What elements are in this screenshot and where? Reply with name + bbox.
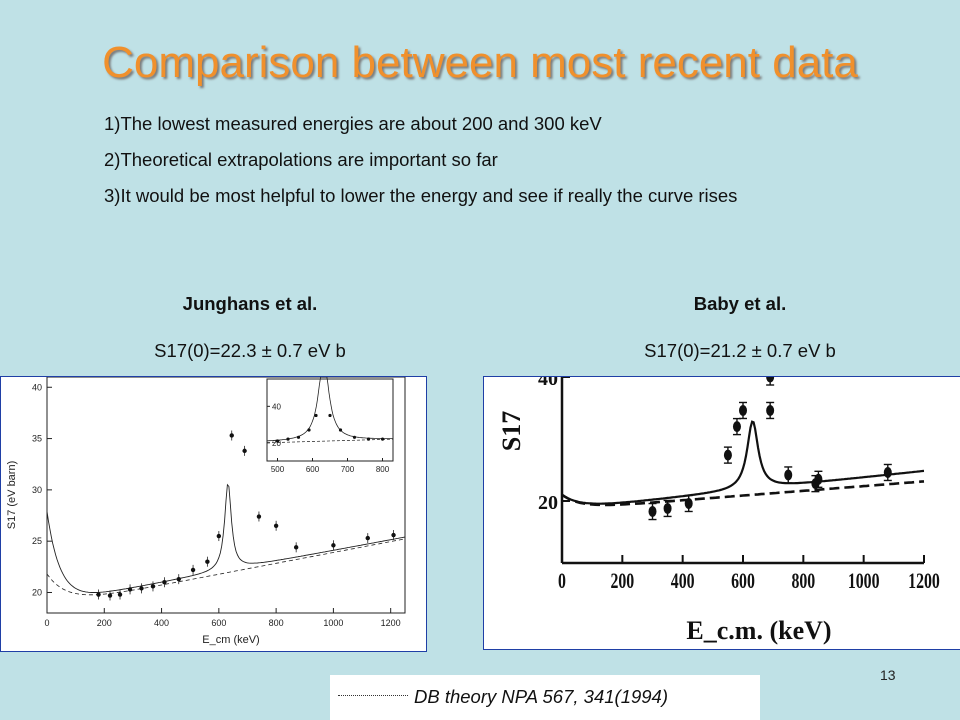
x-tick-label: 1000 bbox=[323, 618, 343, 628]
baby-chart: 0 200 400 600 800 1000 1200 20 40 E_c.m. (keV) S1… bbox=[497, 377, 940, 645]
data-point bbox=[723, 449, 732, 461]
inset-data-point bbox=[380, 437, 385, 441]
x-axis-label: E_cm (keV) bbox=[202, 634, 259, 646]
x-tick-label: 400 bbox=[671, 570, 695, 594]
data-point bbox=[273, 523, 279, 528]
data-point bbox=[766, 377, 775, 383]
x-tick-label: 1000 bbox=[848, 570, 880, 594]
inset-data-point bbox=[366, 437, 371, 441]
x-tick-label: 1200 bbox=[381, 618, 401, 628]
data-point bbox=[663, 502, 672, 514]
nonresonant-dashed-curve bbox=[46, 538, 406, 596]
data-point bbox=[648, 506, 657, 518]
data-point bbox=[256, 514, 262, 519]
data-point bbox=[365, 535, 370, 541]
data-point bbox=[107, 593, 113, 598]
y-axis-label: S17 bbox=[497, 411, 526, 451]
data-point bbox=[391, 532, 396, 538]
left-author-caption: Junghans et al. bbox=[182, 293, 318, 314]
right-author-caption: Baby et al. bbox=[693, 293, 787, 314]
data-point bbox=[139, 586, 144, 591]
bullet-list: 1)The lowest measured energies are about… bbox=[104, 112, 894, 220]
data-point bbox=[229, 433, 234, 438]
x-tick-label: 200 bbox=[610, 570, 634, 594]
legend-dash-line bbox=[338, 695, 408, 696]
y-tick-label: 30 bbox=[32, 485, 42, 495]
data-point bbox=[739, 404, 747, 416]
x-tick-label: 800 bbox=[791, 570, 815, 594]
x-tick-label: 600 bbox=[211, 618, 226, 628]
data-point bbox=[331, 543, 336, 548]
baby-figure: 0 200 400 600 800 1000 1200 20 40 E_c.m. (keV) S1… bbox=[483, 376, 960, 650]
data-point bbox=[205, 559, 210, 564]
y-axis-label: S17 (eV barn) bbox=[6, 461, 18, 529]
inset-data-point bbox=[328, 413, 332, 418]
inset-x-tick-label: 500 bbox=[271, 465, 285, 474]
right-result-caption: S17(0)=21.2 ± 0.7 eV b bbox=[644, 340, 836, 361]
y-tick-label: 40 bbox=[32, 382, 42, 392]
x-tick-label: 400 bbox=[154, 618, 169, 628]
inset-x-tick-label: 700 bbox=[341, 465, 355, 474]
x-tick-label: 0 bbox=[558, 570, 566, 594]
inset-data-point bbox=[314, 413, 318, 418]
left-result-caption: S17(0)=22.3 ± 0.7 eV b bbox=[154, 340, 346, 361]
data-point bbox=[162, 580, 167, 585]
data-point bbox=[242, 448, 247, 454]
bullet-item: 1)The lowest measured energies are about… bbox=[104, 113, 602, 134]
inset-data-point bbox=[275, 439, 280, 443]
data-point bbox=[96, 592, 101, 597]
nonresonant-dashed-curve bbox=[561, 480, 925, 507]
y-tick-label: 25 bbox=[32, 536, 42, 546]
x-tick-label: 0 bbox=[44, 618, 49, 628]
data-point bbox=[814, 473, 823, 485]
inset-data-point bbox=[286, 437, 290, 441]
data-point bbox=[732, 421, 741, 433]
inset-frame bbox=[266, 378, 394, 462]
data-point bbox=[293, 545, 299, 550]
y-tick-label: 20 bbox=[538, 492, 558, 514]
inset-x-tick-label: 600 bbox=[306, 465, 320, 474]
fit-curve bbox=[561, 420, 925, 505]
fit-curve bbox=[46, 483, 406, 593]
x-tick-label: 600 bbox=[731, 570, 755, 594]
inset-data-point bbox=[307, 428, 311, 432]
data-point bbox=[190, 567, 196, 573]
slide-title: Comparison between most recent data bbox=[102, 38, 858, 87]
data-point bbox=[117, 592, 123, 597]
y-tick-label: 40 bbox=[538, 377, 558, 390]
inset-data-point bbox=[296, 435, 301, 439]
y-tick-label: 35 bbox=[32, 434, 42, 444]
data-point bbox=[883, 466, 892, 478]
inset-x-tick-label: 800 bbox=[376, 465, 390, 474]
data-point bbox=[216, 533, 222, 539]
data-point bbox=[784, 469, 793, 481]
y-tick-label: 20 bbox=[32, 587, 42, 597]
data-point bbox=[766, 404, 775, 416]
inset-data-point bbox=[338, 428, 343, 432]
bullet-item: 2)Theoretical extrapolations are importa… bbox=[104, 149, 498, 170]
x-tick-label: 800 bbox=[269, 618, 284, 628]
bullet-item: 3)It would be most helpful to lower the … bbox=[104, 185, 738, 206]
data-point bbox=[684, 497, 693, 509]
inset-y-tick-label: 20 bbox=[272, 439, 281, 448]
data-point bbox=[127, 587, 133, 592]
reference-text: DB theory NPA 567, 341(1994) bbox=[414, 686, 669, 707]
inset-data-point bbox=[352, 435, 357, 439]
x-axis-label: E_c.m. (keV) bbox=[686, 616, 831, 645]
x-tick-label: 1200 bbox=[908, 570, 940, 594]
reference-box: DB theory NPA 567, 341(1994) bbox=[330, 675, 760, 720]
junghans-chart: 0 200 400 600 800 1000 1200 20 25 30 35 40 E_cm (ke… bbox=[6, 377, 406, 646]
inset-y-tick-label: 40 bbox=[272, 402, 281, 411]
inset-dashed-curve bbox=[266, 438, 394, 444]
junghans-figure: 0 200 400 600 800 1000 1200 20 25 30 35 40 E_cm (ke… bbox=[0, 376, 427, 652]
x-tick-label: 200 bbox=[97, 618, 112, 628]
plot-frame bbox=[46, 377, 406, 614]
data-point bbox=[176, 576, 181, 582]
data-point bbox=[150, 584, 156, 589]
page-number: 13 bbox=[880, 667, 896, 683]
